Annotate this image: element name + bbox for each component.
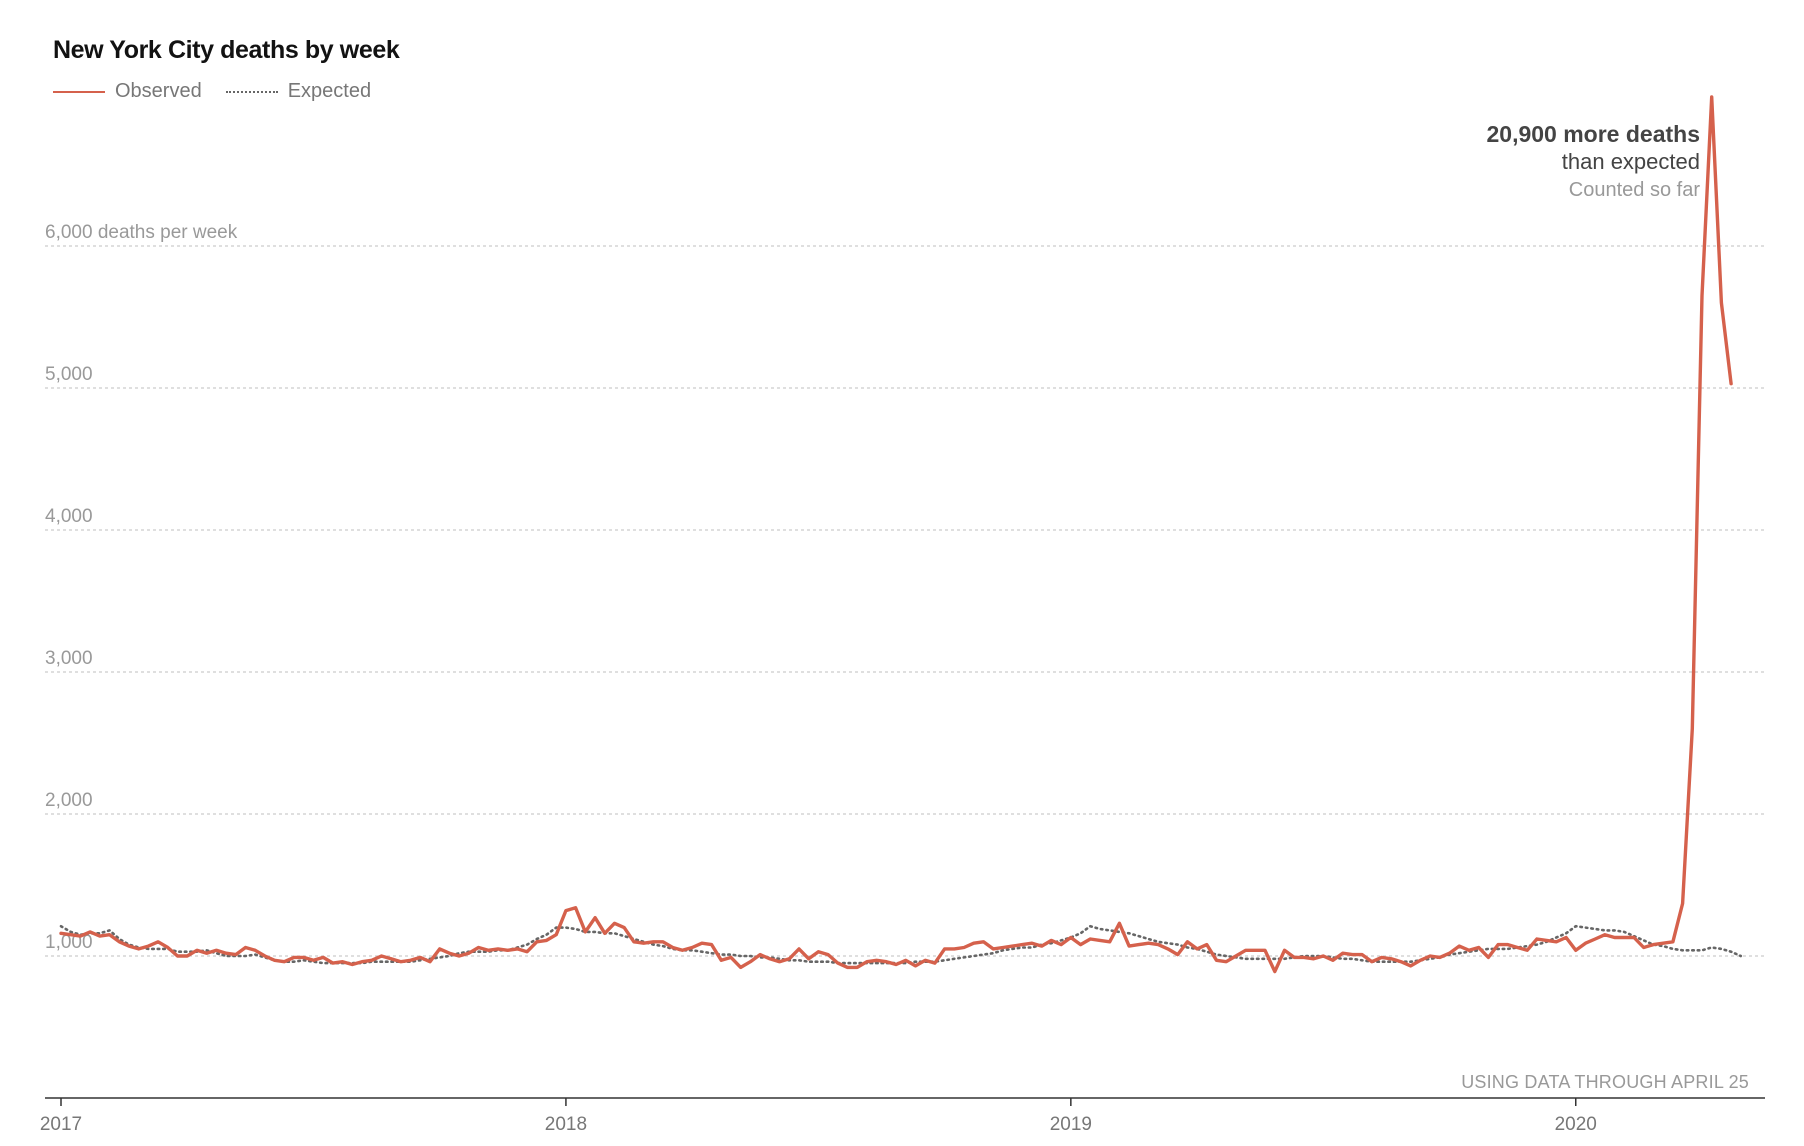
series-line-observed <box>59 95 1733 974</box>
x-tick-label-2018: 2018 <box>545 1114 587 1135</box>
legend-item-observed: Observed <box>53 80 202 103</box>
y-tick-label-3000: 3,000 <box>45 648 93 669</box>
y-tick-label-4000: 4,000 <box>45 506 93 527</box>
y-tick-label-5000: 5,000 <box>45 364 93 385</box>
excess-deaths-annotation: 20,900 more deaths than expected Counted… <box>1486 120 1700 204</box>
x-tick-label-2020: 2020 <box>1555 1114 1597 1135</box>
legend-label-expected: Expected <box>287 80 372 102</box>
y-tick-label-6000: 6,000 deaths per week <box>45 222 238 243</box>
y-tick-label-2000: 2,000 <box>45 790 93 811</box>
chart-title: New York City deaths by week <box>53 36 400 64</box>
legend-swatch-expected <box>225 90 278 93</box>
legend-swatch-observed <box>53 90 105 93</box>
chart-legend: Observed Expected <box>53 80 395 103</box>
annotation-main: 20,900 more deaths <box>1486 121 1700 147</box>
annotation-sub: than expected <box>1561 149 1700 174</box>
source-note: USING DATA THROUGH APRIL 25 <box>1461 1072 1749 1092</box>
x-tick-label-2019: 2019 <box>1050 1114 1092 1135</box>
annotation-note: Counted so far <box>1568 179 1700 201</box>
legend-item-expected: Expected <box>225 80 372 103</box>
legend-label-observed: Observed <box>115 80 202 102</box>
x-tick-label-2017: 2017 <box>40 1114 82 1135</box>
